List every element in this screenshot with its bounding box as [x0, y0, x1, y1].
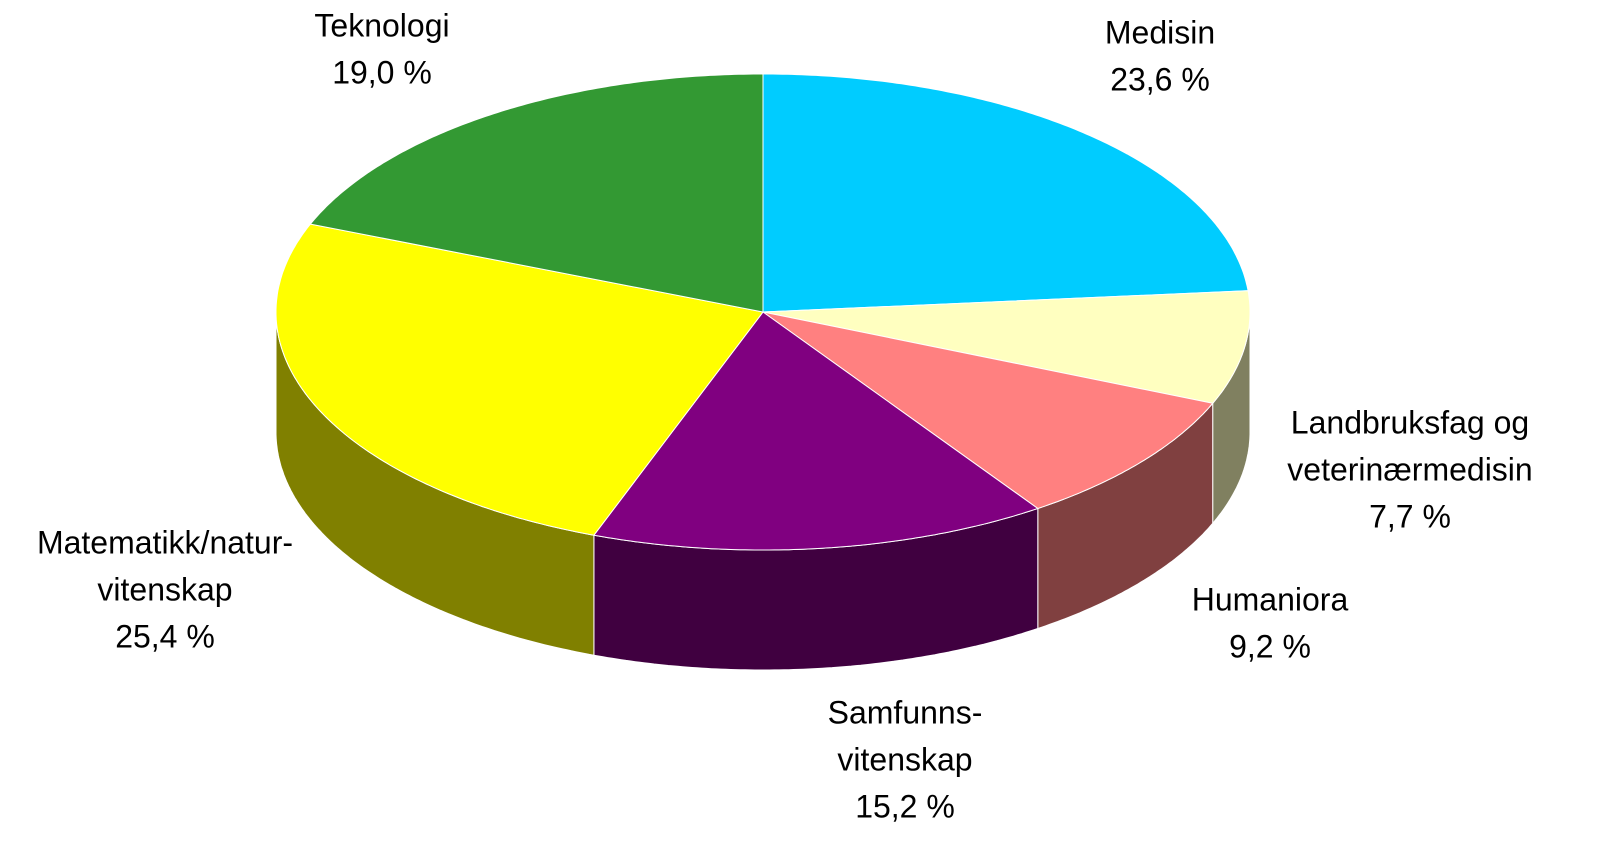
- slice: [762, 311, 1214, 510]
- value-label: 23,6 %: [1110, 61, 1210, 97]
- slice-label: Medisin: [1105, 14, 1215, 50]
- slice: [593, 311, 1039, 551]
- slice-label: vitenskap: [97, 571, 232, 607]
- slice-label: vitenskap: [837, 741, 972, 777]
- slice-label: Teknologi: [314, 7, 449, 43]
- slice-label: Landbruksfag og: [1291, 404, 1529, 440]
- slice-label: Humaniora: [1192, 581, 1349, 617]
- slice: [309, 73, 764, 313]
- slice-label: Matematikk/natur-: [37, 524, 293, 560]
- value-label: 19,0 %: [332, 54, 432, 90]
- slice-label: veterinærmedisin: [1287, 451, 1532, 487]
- slice-label: Samfunns-: [828, 694, 983, 730]
- value-label: 25,4 %: [115, 618, 215, 654]
- slice: [762, 290, 1251, 404]
- slice: [762, 73, 1249, 313]
- value-label: 9,2 %: [1229, 628, 1311, 664]
- value-label: 15,2 %: [855, 788, 955, 824]
- value-label: 7,7 %: [1369, 498, 1451, 534]
- slice: [275, 223, 764, 536]
